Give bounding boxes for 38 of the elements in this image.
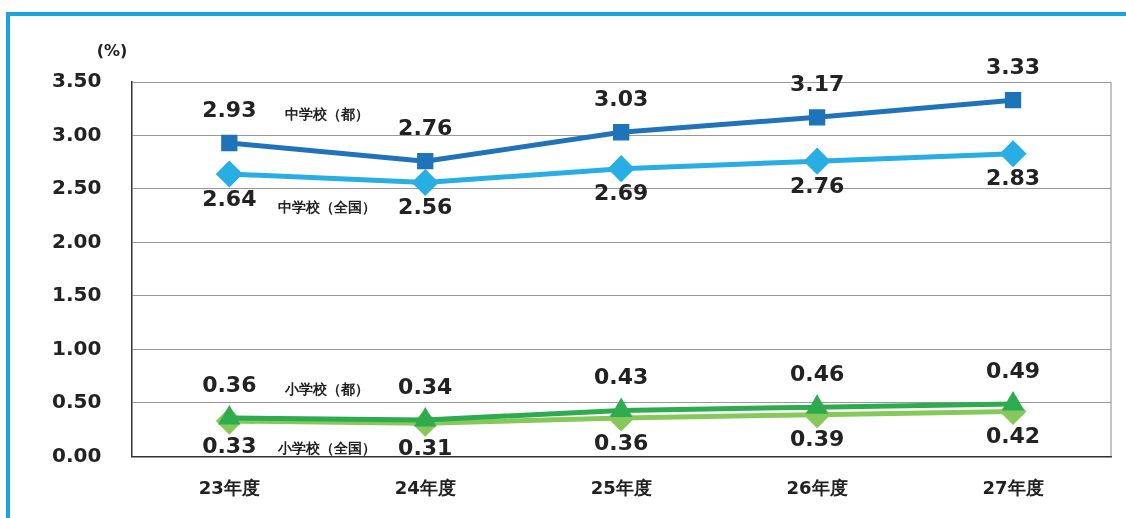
data-label: 2.64 <box>202 185 257 211</box>
y-tick-label: 1.50 <box>51 282 102 307</box>
data-label: 0.46 <box>789 360 845 386</box>
data-label: 3.17 <box>789 71 845 97</box>
data-label: 0.33 <box>202 432 257 458</box>
data-label: 2.93 <box>202 96 257 122</box>
y-tick-label: 0.50 <box>51 389 102 414</box>
x-tick-label: 25年度 <box>590 476 652 498</box>
data-label: 0.39 <box>789 426 845 452</box>
y-tick-label: 1.00 <box>51 335 102 360</box>
x-tick-label: 23年度 <box>198 476 260 498</box>
series-label: 小学校（全国） <box>277 439 377 456</box>
y-tick-label: 3.00 <box>51 121 102 146</box>
x-tick-label: 27年度 <box>982 476 1044 498</box>
data-label: 0.31 <box>398 434 453 460</box>
series-label: 小学校（都） <box>284 380 370 397</box>
y-axis-title: (%) <box>96 41 128 61</box>
data-label: 2.83 <box>985 165 1041 191</box>
y-tick-label: 2.50 <box>51 175 102 200</box>
data-label: 2.69 <box>594 180 649 206</box>
y-tick-label: 3.50 <box>51 68 102 93</box>
y-tick-label: 0.00 <box>51 442 102 467</box>
series-label: 中学校（全国） <box>278 199 377 216</box>
x-tick-label: 26年度 <box>786 476 848 498</box>
y-tick-label: 2.00 <box>51 228 102 253</box>
data-label: 0.49 <box>985 357 1041 383</box>
data-label: 0.43 <box>594 364 649 390</box>
data-label: 2.76 <box>398 114 453 140</box>
data-label: 2.76 <box>789 172 845 198</box>
series-label: 中学校（都） <box>285 105 370 122</box>
data-label: 0.34 <box>398 373 453 399</box>
data-label: 0.36 <box>202 371 257 397</box>
data-label: 2.56 <box>398 194 453 220</box>
x-tick-label: 24年度 <box>394 476 456 498</box>
data-label: 0.42 <box>985 423 1041 449</box>
data-label: 3.33 <box>985 53 1041 79</box>
data-label: 0.36 <box>594 429 649 455</box>
data-label: 3.03 <box>594 86 649 111</box>
